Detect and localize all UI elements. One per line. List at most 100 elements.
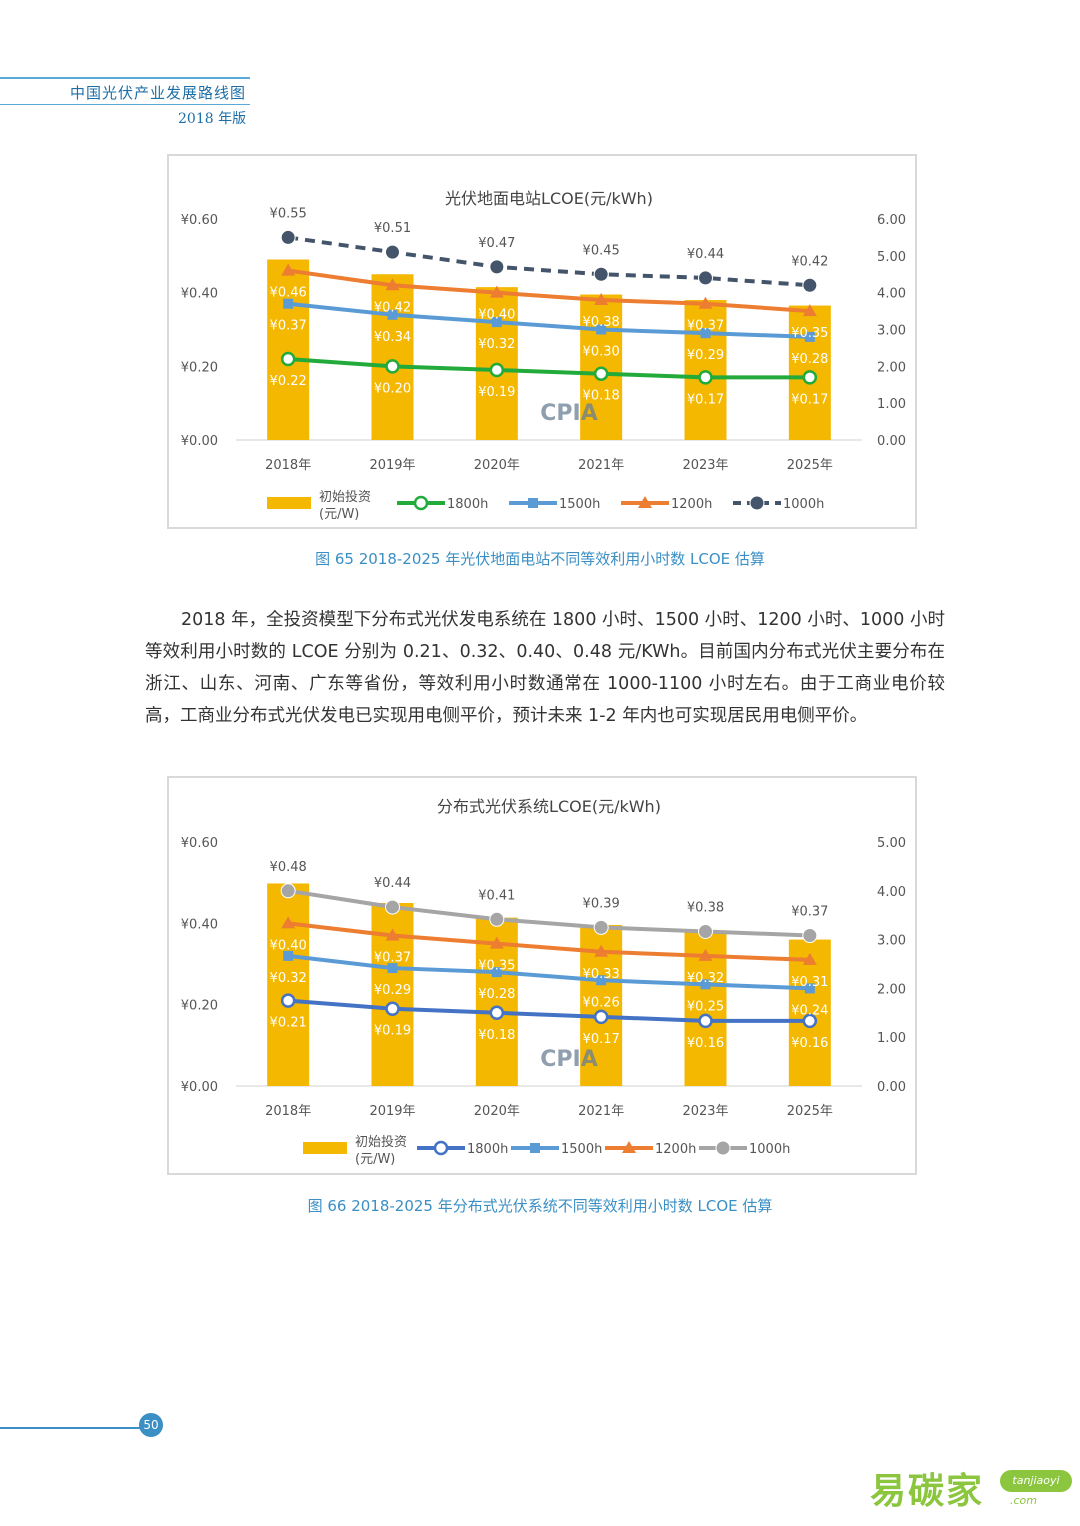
data-point-1800h xyxy=(802,1013,818,1029)
legend-swatch-initial-investment xyxy=(303,1142,347,1154)
data-point-1000h xyxy=(280,229,296,245)
data-point-1000h xyxy=(698,923,713,939)
data-point-1800h xyxy=(593,366,609,381)
header-rule xyxy=(0,77,250,79)
right-axis-tick-label: 2.00 xyxy=(877,982,906,997)
data-label-1200h: ¥0.40 xyxy=(478,308,515,323)
data-label-1200h: ¥0.31 xyxy=(791,975,828,990)
data-label-1500h: ¥0.30 xyxy=(583,345,620,360)
chart-title: 分布式光伏系统LCOE(元/kWh) xyxy=(437,797,661,816)
legend-marker-1200h xyxy=(622,1141,636,1153)
series-line-1500h xyxy=(287,301,810,339)
data-point-1500h xyxy=(387,309,398,320)
data-label-1000h: ¥0.39 xyxy=(583,896,620,911)
right-axis-tick-label: 4.00 xyxy=(877,287,906,302)
bar-initial-investment xyxy=(371,274,414,440)
data-point-1500h xyxy=(387,963,398,974)
figure-65-caption: 图 65 2018-2025 年光伏地面电站不同等效利用小时数 LCOE 估算 xyxy=(315,550,765,568)
data-point-1800h xyxy=(698,1013,713,1029)
data-label-1800h: ¥0.17 xyxy=(583,1032,620,1047)
data-point-1200h xyxy=(802,952,817,965)
data-point-1500h xyxy=(283,298,294,309)
legend-marker-1500h xyxy=(530,1143,540,1153)
right-axis-tick-label: 2.00 xyxy=(877,360,906,375)
data-point-1000h xyxy=(385,899,400,915)
left-axis-tick-label: ¥0.00 xyxy=(181,1080,218,1095)
data-label-1500h: ¥0.29 xyxy=(687,348,724,363)
right-axis-tick-label: 3.00 xyxy=(877,934,906,949)
data-point-1800h xyxy=(489,1005,505,1021)
data-point-1200h xyxy=(489,285,504,298)
data-label-1800h: ¥0.17 xyxy=(791,392,828,407)
data-label-1500h: ¥0.34 xyxy=(374,330,411,345)
data-label-1000h: ¥0.45 xyxy=(583,243,620,258)
data-label-1000h: ¥0.42 xyxy=(791,254,828,269)
right-axis-tick-label: 6.00 xyxy=(877,213,906,228)
legend-label-initial-investment-unit: (元/W) xyxy=(355,1152,395,1167)
watermark-brand: 易碳家 xyxy=(870,1471,985,1512)
x-axis-category-label: 2020年 xyxy=(474,1104,520,1119)
figure-66-caption: 图 66 2018-2025 年分布式光伏系统不同等效利用小时数 LCOE 估算 xyxy=(307,1197,773,1215)
chart-distributed-lcoe: 分布式光伏系统LCOE(元/kWh) ¥0.00 ¥0.20 ¥0.40 ¥0.60 0.… xyxy=(167,776,917,1175)
data-label-1000h: ¥0.44 xyxy=(374,876,411,891)
series-line-1800h xyxy=(288,998,810,1023)
header-edition: 2018 年版 xyxy=(178,111,247,127)
data-label-1800h: ¥0.19 xyxy=(478,385,515,400)
legend-label-1000h: 1000h xyxy=(749,1142,790,1157)
data-point-1500h xyxy=(596,324,607,335)
data-label-1500h: ¥0.25 xyxy=(687,999,724,1014)
legend-marker-1200h xyxy=(638,496,652,508)
data-point-1200h xyxy=(489,936,504,949)
left-axis-tick-label: ¥0.60 xyxy=(181,213,218,228)
data-label-1500h: ¥0.24 xyxy=(791,1003,828,1018)
data-label-1000h: ¥0.47 xyxy=(478,236,515,251)
data-label-1500h: ¥0.32 xyxy=(270,971,307,986)
left-axis-tick-label: ¥0.00 xyxy=(181,434,218,449)
legend-marker-1500h xyxy=(528,498,538,508)
x-axis-category-label: 2019年 xyxy=(369,458,415,473)
data-label-1200h: ¥0.32 xyxy=(687,971,724,986)
bar-initial-investment xyxy=(267,259,310,440)
footer-rule xyxy=(0,1427,140,1429)
data-label-1200h: ¥0.40 xyxy=(270,938,307,953)
data-label-1800h: ¥0.22 xyxy=(270,374,307,389)
data-label-1800h: ¥0.21 xyxy=(270,1016,307,1031)
header-title: 中国光伏产业发展路线图 xyxy=(70,84,247,102)
chart-title: 光伏地面电站LCOE(元/kWh) xyxy=(445,189,653,208)
data-point-1200h xyxy=(281,263,296,276)
data-label-1200h: ¥0.35 xyxy=(791,326,828,341)
data-point-1500h xyxy=(283,950,294,961)
data-point-1200h xyxy=(385,928,400,941)
data-label-1500h: ¥0.28 xyxy=(478,987,515,1002)
data-point-1500h xyxy=(804,983,815,994)
data-label-1000h: ¥0.55 xyxy=(270,206,307,221)
data-point-1000h xyxy=(593,266,609,282)
legend-label-initial-investment: 初始投资 xyxy=(355,1134,407,1150)
legend-label-1200h: 1200h xyxy=(655,1142,696,1157)
data-label-1800h: ¥0.17 xyxy=(687,392,724,407)
x-axis-category-label: 2025年 xyxy=(787,1104,833,1119)
data-point-1500h xyxy=(700,979,711,990)
data-label-1000h: ¥0.37 xyxy=(791,905,828,920)
legend-label-1000h: 1000h xyxy=(783,497,824,512)
series-line-1000h xyxy=(287,235,810,288)
data-label-1500h: ¥0.37 xyxy=(270,319,307,334)
watermark-domain: .com xyxy=(1010,1494,1037,1507)
data-label-1500h: ¥0.29 xyxy=(374,983,411,998)
data-point-1800h xyxy=(385,359,400,374)
data-point-1500h xyxy=(491,317,502,328)
right-axis-tick-label: 5.00 xyxy=(877,250,906,265)
data-label-1200h: ¥0.42 xyxy=(374,300,411,315)
chart-ground-station-svg: 光伏地面电站LCOE(元/kWh) ¥0.00 ¥0.20 ¥0.40 ¥0.60 0.0… xyxy=(181,189,906,522)
header-rule-lower xyxy=(0,104,250,105)
legend-label-1800h: 1800h xyxy=(447,497,488,512)
page-number: 50 xyxy=(139,1413,163,1437)
bar-initial-investment xyxy=(684,300,727,440)
series-line-1500h xyxy=(287,953,810,991)
x-axis-category-label: 2025年 xyxy=(787,458,833,473)
legend-label-initial-investment: 初始投资 xyxy=(319,489,371,505)
x-axis-category-label: 2019年 xyxy=(369,1104,415,1119)
paragraph-text: 2018 年，全投资模型下分布式光伏发电系统在 1800 小时、1500 小时、… xyxy=(145,610,945,726)
data-label-1200h: ¥0.33 xyxy=(583,967,620,982)
data-label-1200h: ¥0.35 xyxy=(478,959,515,974)
